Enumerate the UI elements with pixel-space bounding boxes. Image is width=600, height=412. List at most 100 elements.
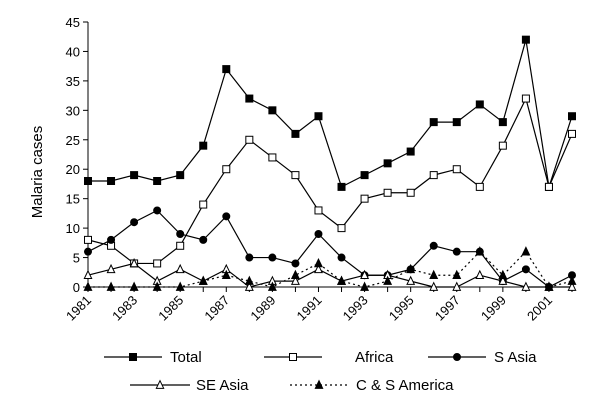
x-tick-label: 1999 bbox=[478, 293, 509, 324]
legend-entry: Total bbox=[104, 349, 202, 366]
data-point bbox=[175, 281, 185, 291]
data-point bbox=[429, 241, 438, 250]
data-point bbox=[360, 281, 370, 291]
data-point bbox=[452, 269, 462, 280]
data-point bbox=[222, 65, 231, 74]
data-point bbox=[452, 247, 461, 256]
data-point bbox=[429, 118, 438, 127]
data-point bbox=[221, 269, 231, 280]
data-point bbox=[521, 94, 530, 103]
data-point bbox=[429, 171, 438, 180]
y-tick-label: 0 bbox=[73, 280, 80, 295]
y-tick-label: 35 bbox=[66, 74, 80, 89]
legend: Total Africa S Asia SE Asia C & S America bbox=[104, 349, 537, 394]
data-point bbox=[406, 275, 416, 285]
legend-entry: SE Asia bbox=[130, 377, 249, 394]
data-point bbox=[290, 275, 300, 285]
x-tick-label: 1993 bbox=[340, 293, 371, 324]
series-line bbox=[87, 96, 573, 265]
x-tick-label: 1989 bbox=[247, 293, 278, 324]
series-4 bbox=[83, 246, 577, 291]
data-point bbox=[314, 206, 323, 215]
data-point bbox=[245, 94, 254, 103]
data-point bbox=[406, 263, 416, 274]
x-tick-label: 1991 bbox=[294, 293, 325, 324]
data-point bbox=[129, 281, 139, 291]
y-tick-label: 25 bbox=[66, 133, 80, 148]
data-point bbox=[337, 182, 346, 191]
data-point bbox=[567, 275, 577, 285]
legend-entry: Africa bbox=[264, 349, 394, 366]
data-point bbox=[267, 281, 277, 291]
data-point bbox=[245, 253, 254, 262]
data-point bbox=[498, 275, 508, 285]
x-tick-label: 1983 bbox=[109, 293, 140, 324]
legend-label: C & S America bbox=[356, 377, 454, 394]
legend-marker bbox=[129, 353, 137, 361]
y-tick-label: 30 bbox=[66, 103, 80, 118]
legend-entry: S Asia bbox=[428, 349, 537, 366]
series-layer bbox=[83, 35, 577, 291]
legend-marker bbox=[314, 379, 324, 389]
data-point bbox=[498, 269, 508, 280]
data-point bbox=[176, 171, 185, 180]
data-point bbox=[521, 246, 531, 256]
data-point bbox=[244, 275, 254, 285]
data-point bbox=[199, 141, 208, 150]
data-point bbox=[314, 230, 323, 238]
data-point bbox=[268, 106, 277, 115]
data-point bbox=[291, 171, 300, 180]
data-point bbox=[314, 112, 323, 121]
data-point bbox=[222, 165, 231, 174]
data-point bbox=[129, 257, 139, 268]
data-point bbox=[360, 194, 369, 203]
y-tick-label: 40 bbox=[66, 44, 80, 59]
data-point bbox=[130, 218, 139, 227]
data-point bbox=[83, 269, 93, 280]
data-point bbox=[475, 100, 484, 109]
data-point bbox=[406, 147, 415, 156]
data-point bbox=[337, 253, 346, 262]
data-point bbox=[290, 269, 300, 280]
y-tick-label: 5 bbox=[73, 251, 80, 266]
data-point bbox=[291, 259, 300, 268]
data-point bbox=[521, 281, 531, 291]
data-point bbox=[176, 241, 185, 250]
data-point bbox=[475, 246, 485, 256]
data-point bbox=[152, 281, 162, 291]
x-tick-label: 1985 bbox=[155, 293, 186, 324]
axes: 0 5 10 15 20 25 30 35 40 45 1981 1983 1985 1987 1989 19… bbox=[63, 15, 573, 324]
data-point bbox=[106, 281, 116, 291]
legend-label: Africa bbox=[355, 349, 394, 366]
data-point bbox=[383, 159, 392, 168]
series-line bbox=[88, 39, 573, 188]
y-tick-label: 45 bbox=[66, 15, 80, 30]
data-point bbox=[567, 281, 577, 291]
data-point bbox=[176, 230, 185, 238]
series-line bbox=[87, 209, 573, 288]
data-point bbox=[291, 129, 300, 138]
series-line bbox=[87, 262, 572, 288]
data-point bbox=[198, 275, 208, 285]
data-point bbox=[568, 112, 576, 121]
series-3 bbox=[83, 257, 577, 291]
legend-marker bbox=[289, 353, 297, 361]
y-axis-label: Malaria cases bbox=[29, 126, 46, 219]
legend-entry: C & S America bbox=[290, 377, 454, 394]
series-line bbox=[88, 250, 573, 288]
y-tick-label: 20 bbox=[66, 162, 80, 177]
legend-label: SE Asia bbox=[196, 377, 249, 394]
data-point bbox=[360, 171, 369, 180]
data-point bbox=[383, 275, 393, 285]
data-point bbox=[498, 141, 507, 150]
data-point bbox=[153, 259, 162, 268]
data-point bbox=[568, 129, 576, 138]
x-tick-label: 1997 bbox=[432, 293, 463, 324]
data-point bbox=[107, 177, 116, 185]
data-point bbox=[107, 235, 116, 244]
legend-marker bbox=[155, 379, 165, 389]
x-tick-label: 1995 bbox=[386, 293, 417, 324]
data-point bbox=[360, 269, 370, 280]
data-point bbox=[199, 235, 208, 244]
